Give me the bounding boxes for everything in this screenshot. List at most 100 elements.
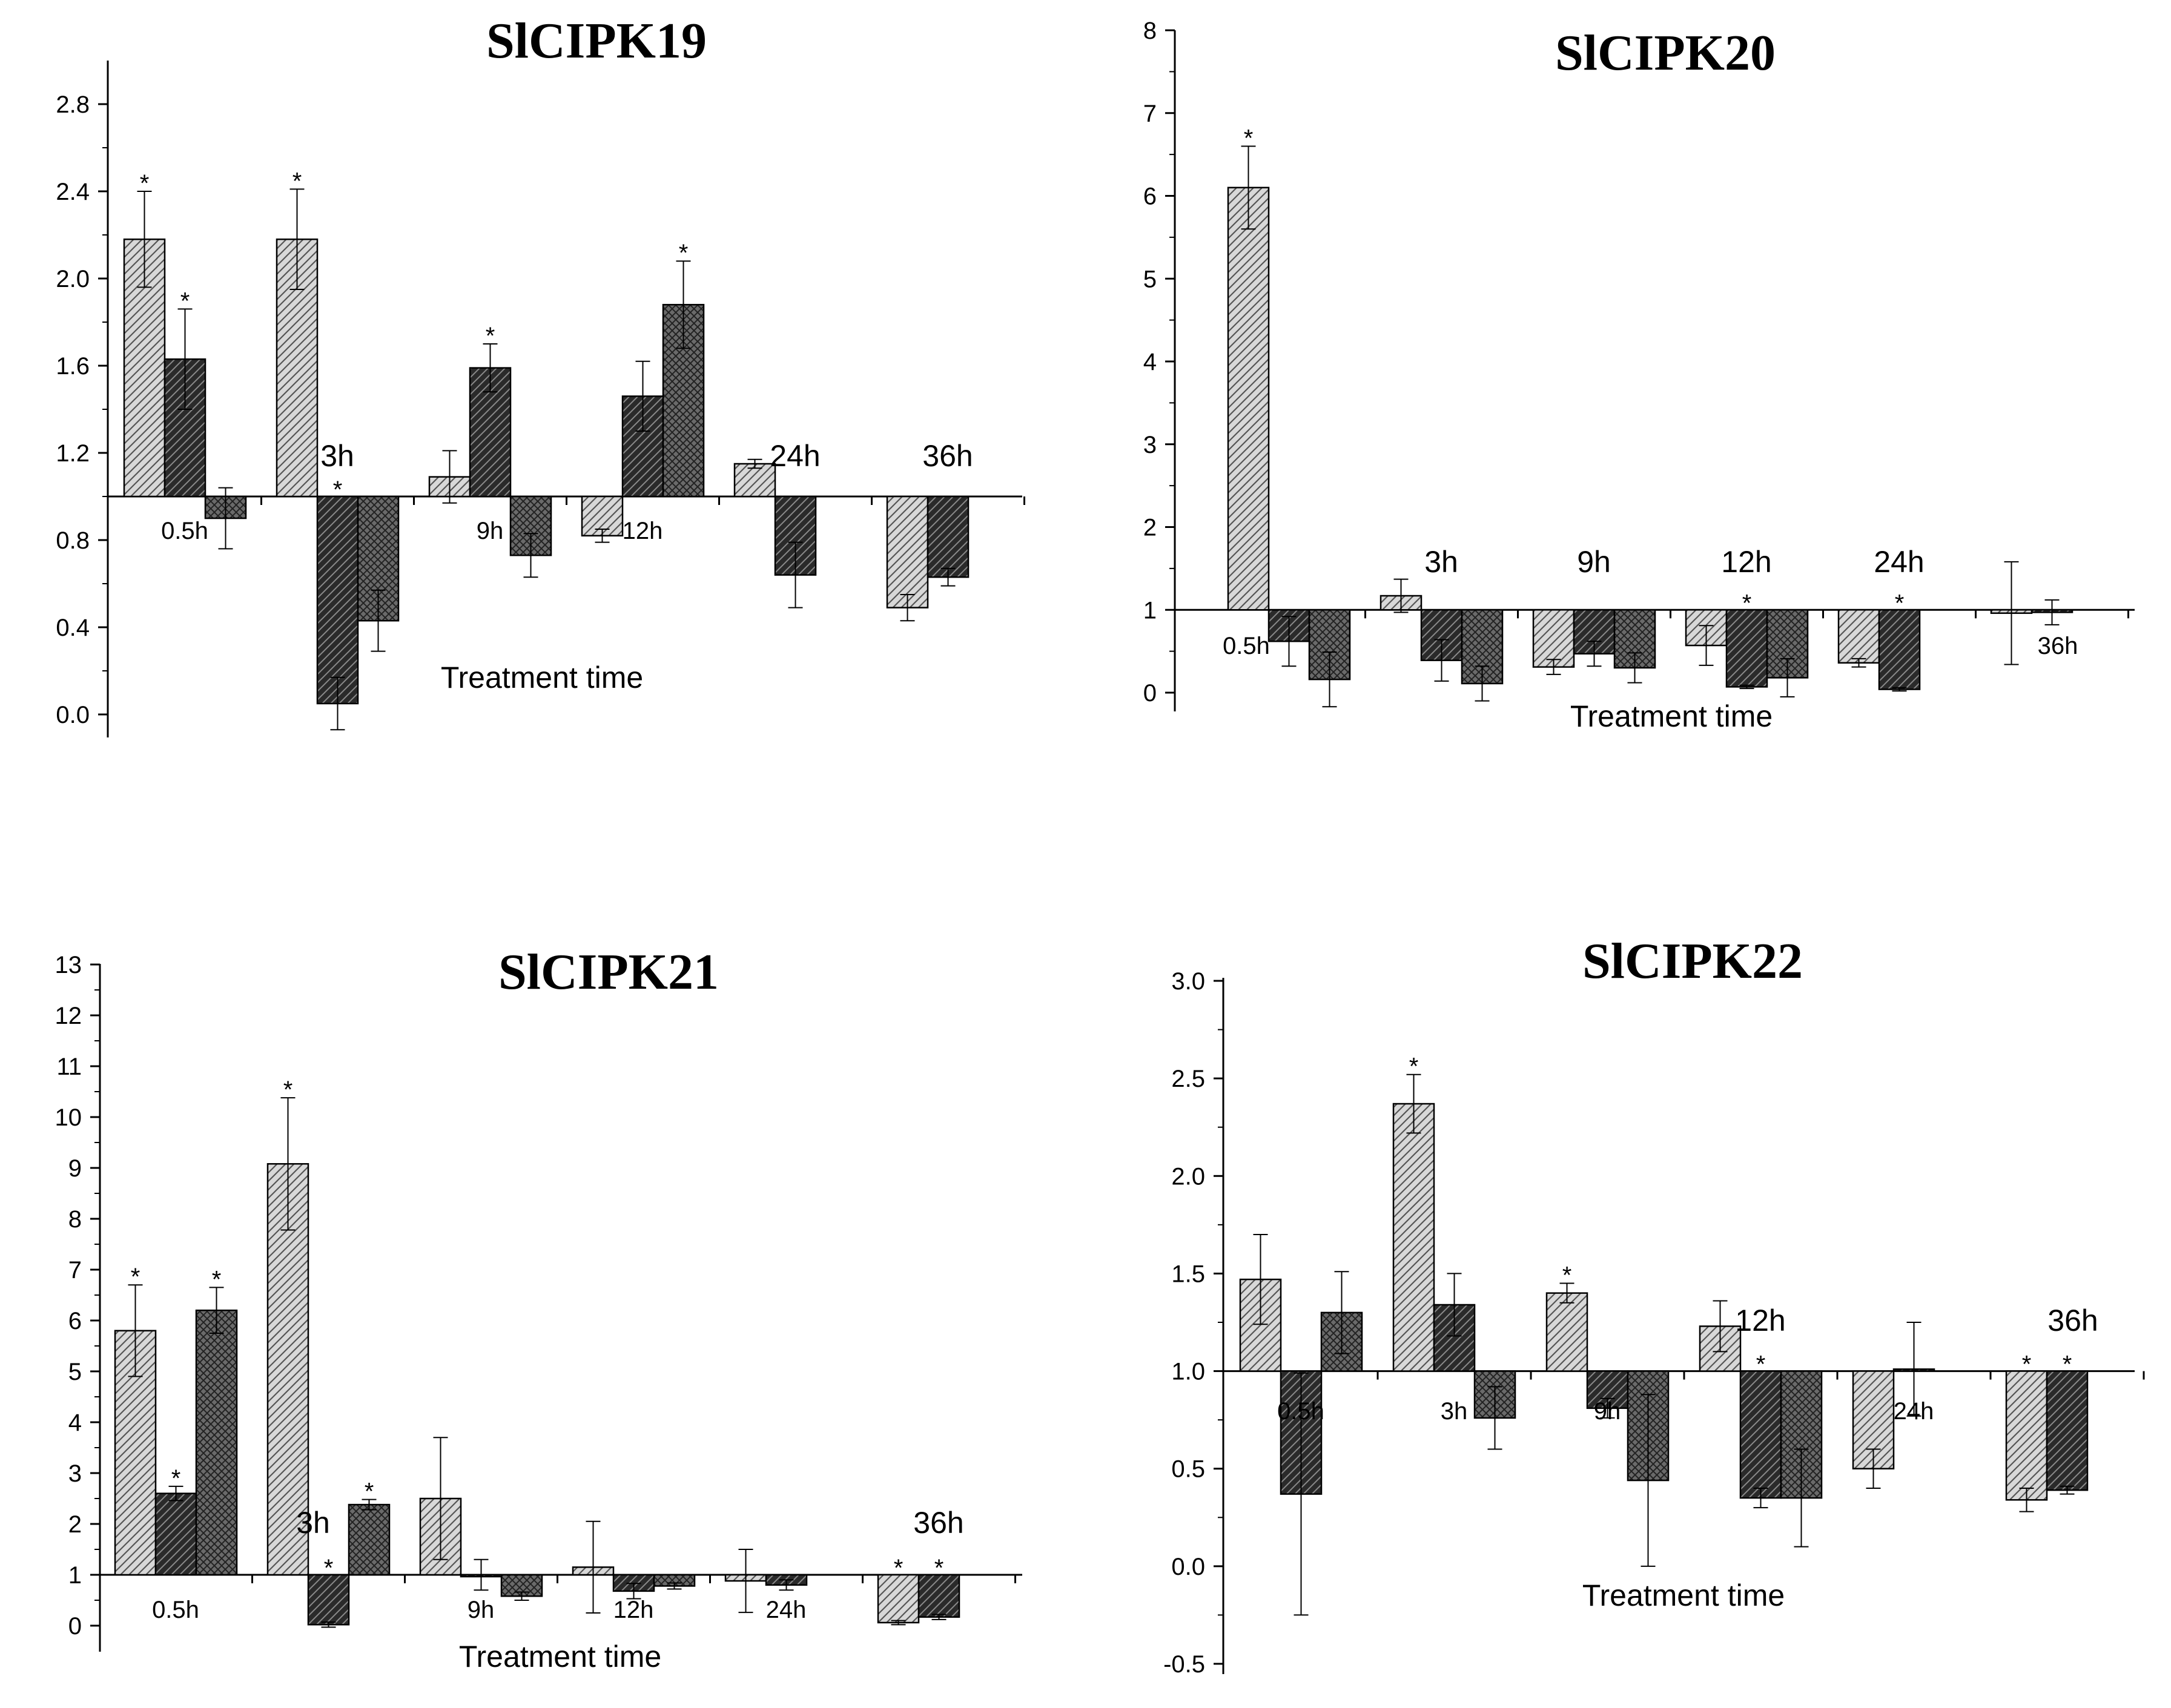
category-label: 0.5h [1223,633,1270,659]
y-tick-label: 1 [1143,597,1157,624]
y-tick-label: 3 [68,1460,82,1487]
bar-light [1532,609,1575,668]
category-label: 9h [1577,545,1611,579]
significance-star: * [2063,1351,2072,1378]
category-label: 24h [770,439,820,473]
y-tick-label: 10 [55,1104,82,1131]
chart-title: SlCIPK19 [486,13,707,69]
y-tick-label: 0 [1143,680,1157,707]
category-label: 24h [1874,545,1924,579]
category-label: 12h [613,1597,654,1623]
y-tick-label: 1.2 [56,440,90,467]
bar-dark [1725,609,1768,688]
y-tick-label: 1.6 [56,353,90,380]
bar-dark [316,495,359,705]
significance-star: * [131,1264,140,1290]
significance-star: * [1562,1262,1572,1289]
significance-star: * [486,323,495,349]
y-tick-label: 0.0 [1171,1554,1205,1580]
chart-title: SlCIPK21 [498,944,719,1000]
significance-star: * [679,240,689,266]
significance-star: * [140,170,150,197]
y-tick-label: 11 [56,1053,82,1080]
bar-cross [195,1309,238,1576]
y-tick-label: 2 [68,1511,82,1538]
y-tick-label: 1.0 [1171,1359,1205,1385]
category-label: 3h [296,1506,330,1540]
y-tick-label: 5 [1143,266,1157,292]
y-tick-label: 13 [55,952,82,978]
y-tick-label: 9 [68,1155,82,1182]
y-tick-label: 7 [68,1257,82,1284]
y-tick-label: 3 [1143,432,1157,458]
chart-panel-4: SlCIPK22 -0.5 0.0 0.5 1.0 1.5 2.0 2.5 3.0 * * * * * 0.… [1163,933,2145,1678]
significance-star: * [365,1479,374,1505]
chart-panel-2: SlCIPK20 0 1 2 3 4 5 6 7 8 * * * 0.5h 3h 9h 12h 24h 36h Tre… [1143,18,2135,733]
category-label: 36h [2038,633,2078,659]
bar-light [877,1574,920,1624]
y-tick-label: 2.4 [56,179,90,205]
significance-star: * [212,1266,222,1293]
y-tick-label: 5 [68,1359,82,1385]
significance-star: * [894,1555,904,1581]
category-label: 0.5h [1277,1398,1324,1425]
significance-star: * [1742,590,1752,616]
category-label: 9h [477,518,504,544]
x-axis-title: Treatment time [1582,1578,1785,1612]
category-label: 12h [623,518,663,544]
y-tick-label: 1 [68,1562,82,1589]
category-label: 12h [1735,1304,1785,1337]
y-tick-label: 6 [1143,183,1157,210]
y-tick-label: 4 [68,1410,82,1436]
bar-dark [917,1574,960,1618]
category-label: 24h [766,1597,807,1623]
chart-title: SlCIPK22 [1582,933,1803,989]
significance-star: * [324,1555,334,1581]
x-axis-title: Treatment time [459,1640,661,1673]
bar-dark [307,1574,350,1626]
category-label: 9h [468,1597,495,1623]
bar-dark [1878,609,1921,690]
category-label: 24h [1894,1398,1934,1425]
y-tick-label: 2.8 [56,91,90,118]
bar-light [1837,609,1880,664]
bar-dark [154,1492,197,1576]
significance-star: * [292,168,302,194]
y-tick-label: 1.5 [1171,1261,1205,1287]
y-tick-label: 12 [55,1003,82,1029]
category-label: 0.5h [152,1597,199,1623]
bar-dark [2046,1370,2089,1491]
y-tick-label: 8 [1143,18,1157,44]
category-label: 9h [1594,1398,1621,1425]
significance-star: * [1409,1053,1419,1080]
x-axis-title: Treatment time [441,661,643,694]
category-label: 3h [320,439,354,473]
category-label: 0.5h [161,518,208,544]
bar-dark [927,495,970,578]
bar-light [1227,186,1270,611]
x-axis-title: Treatment time [1570,699,1773,733]
bar-cross [348,1503,391,1576]
y-tick-label: 0.8 [56,527,90,554]
y-tick-label: 4 [1143,349,1157,375]
significance-star: * [1244,125,1254,151]
category-label: 3h [1441,1398,1468,1425]
y-tick-label: 0.0 [56,702,90,728]
y-tick-label: 6 [68,1308,82,1334]
y-tick-label: 2 [1143,515,1157,541]
chart-title: SlCIPK20 [1555,25,1776,81]
bar-light [1545,1292,1588,1372]
y-tick-label: 7 [1143,101,1157,127]
significance-star: * [180,288,190,314]
significance-star: * [1756,1351,1766,1378]
y-tick-label: 3.0 [1171,968,1205,995]
y-tick-label: 2.0 [56,266,90,292]
significance-star: * [333,476,343,503]
y-tick-label: 0.4 [56,615,90,641]
chart-panel-1: SlCIPK19 0.0 0.4 0.8 1.2 1.6 2.0 2.4 2.8 * * * * * * 0.… [56,13,1025,737]
category-label: 36h [913,1506,963,1540]
bar-light [2005,1370,2048,1501]
y-tick-label: 8 [68,1206,82,1233]
category-label: 36h [2047,1304,2098,1337]
